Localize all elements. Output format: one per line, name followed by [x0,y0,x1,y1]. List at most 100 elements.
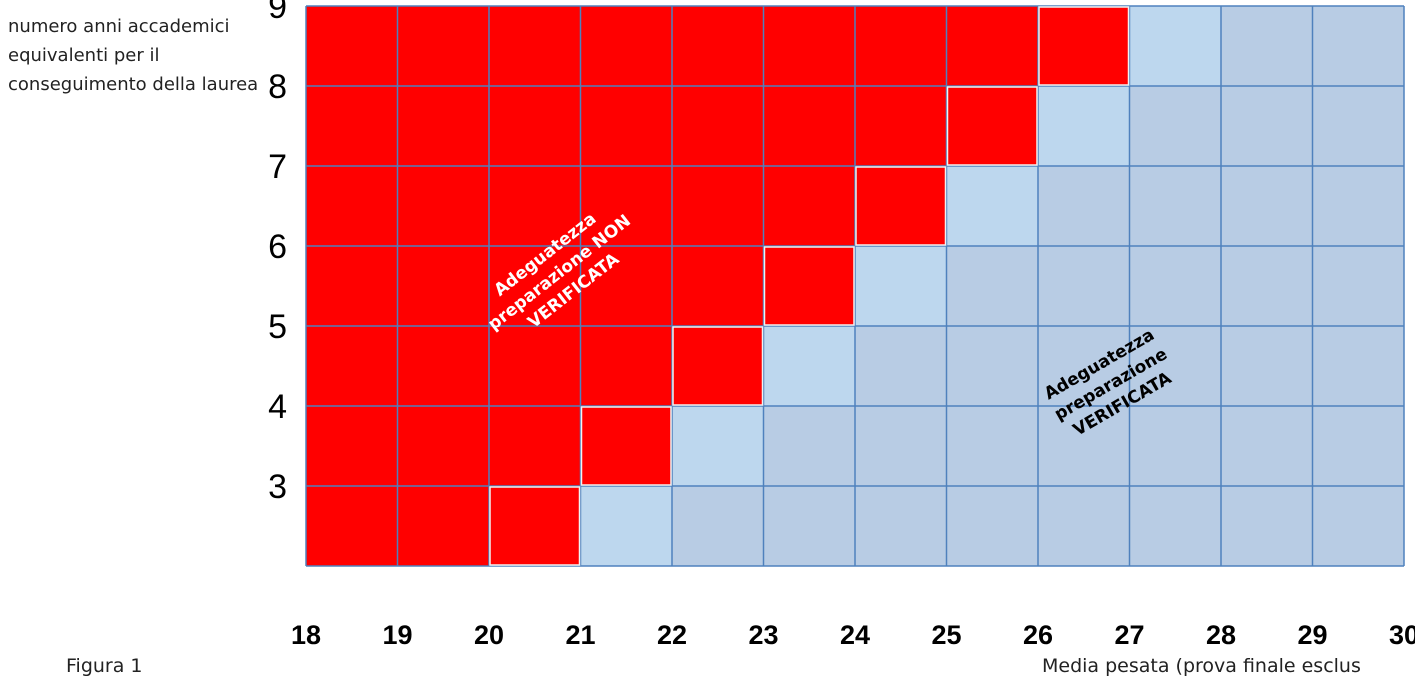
grid-cell [580,406,672,486]
grid-cell [1312,246,1404,326]
grid-cell [489,246,581,326]
grid-cell [489,406,581,486]
grid-cell [763,246,855,326]
grid-cell [946,326,1038,406]
grid-cell [489,166,581,246]
grid-cell [946,6,1038,86]
threshold-step-cell [1038,6,1130,86]
threshold-step-cell [763,246,855,326]
x-tick-label: 19 [382,620,412,650]
grid-cell [763,166,855,246]
grid-cell [946,86,1038,166]
x-tick-label: 27 [1114,620,1144,650]
grid-cell [672,406,764,486]
grid-cell [1312,86,1404,166]
grid-cell [855,86,947,166]
y-tick-label: 4 [268,388,287,426]
grid-cell [580,86,672,166]
y-tick-label: 6 [268,228,287,266]
grid-cell [1312,406,1404,486]
grid-cell [580,6,672,86]
grid-cell [1038,486,1130,566]
grid-cell [397,406,489,486]
grid-cell [1129,406,1221,486]
grid-cell [1221,6,1313,86]
x-tick-label: 30 [1389,620,1415,650]
grid-cell [946,246,1038,326]
grid-cell [1129,6,1221,86]
grid-cell [672,246,764,326]
threshold-step-cell [946,86,1038,166]
grid-cell [672,166,764,246]
x-tick-label: 28 [1206,620,1236,650]
grid-cell [1038,6,1130,86]
grid-cell [397,6,489,86]
grid-cell [1038,326,1130,406]
x-tick-label: 23 [748,620,778,650]
grid-cell [763,326,855,406]
grid-cell [1129,326,1221,406]
x-axis-title: Media pesata (prova finale esclus [1042,655,1361,677]
y-tick-label: 9 [268,0,287,26]
y-tick-label: 3 [268,468,287,506]
x-tick-label: 26 [1023,620,1053,650]
x-tick-label: 18 [291,620,321,650]
grid-cell [672,486,764,566]
grid-cell [1129,246,1221,326]
grid-cell [1038,406,1130,486]
grid-cell [306,406,398,486]
figure-caption: Figura 1 [66,655,143,677]
y-tick-label: 5 [268,308,287,346]
grid-lines [305,5,1405,567]
x-tick-label: 22 [657,620,687,650]
grid-cell [580,486,672,566]
grid-cell [1221,166,1313,246]
x-tick-label: 24 [840,620,870,650]
x-tick-label: 29 [1297,620,1327,650]
grid-cell [1038,246,1130,326]
grid-cell [1312,166,1404,246]
grid-cell [1221,406,1313,486]
y-tick-label: 7 [268,148,287,186]
grid-cell [672,6,764,86]
grid-cell [1221,86,1313,166]
grid-cell [855,406,947,486]
grid-cell [1312,326,1404,406]
grid-cell [855,326,947,406]
grid-cell [1221,326,1313,406]
grid-cell [306,86,398,166]
grid-cell [855,166,947,246]
grid-cell [763,6,855,86]
x-tick-labels: 18 19 20 21 22 23 24 25 26 27 28 29 30 [291,620,1415,650]
grid-cell [306,6,398,86]
grid-cell [306,326,398,406]
grid-cell [763,86,855,166]
grid-cell [946,486,1038,566]
threshold-step-cell [489,486,581,566]
x-tick-label: 20 [474,620,504,650]
threshold-step-cell [672,326,764,406]
grid-cell [580,166,672,246]
grid-cell [946,166,1038,246]
grid-cell [306,486,398,566]
grid-cell [1129,166,1221,246]
grid-cell [397,486,489,566]
y-tick-label: 8 [268,68,287,106]
grid-cell [306,166,398,246]
grid-cell [1038,166,1130,246]
grid-cell [946,406,1038,486]
grid-cell [489,326,581,406]
grid-cell [397,86,489,166]
grid-cell [1221,246,1313,326]
grid-cell [855,6,947,86]
grid-cell [763,486,855,566]
grid-cell [855,486,947,566]
grid-cell [489,86,581,166]
grid-cell [1221,486,1313,566]
grid-cell [672,86,764,166]
y-tick-labels: 3 4 5 6 7 8 9 [268,0,287,506]
grid-cell [489,6,581,86]
grid-cell [1129,486,1221,566]
grid-cell [1129,86,1221,166]
